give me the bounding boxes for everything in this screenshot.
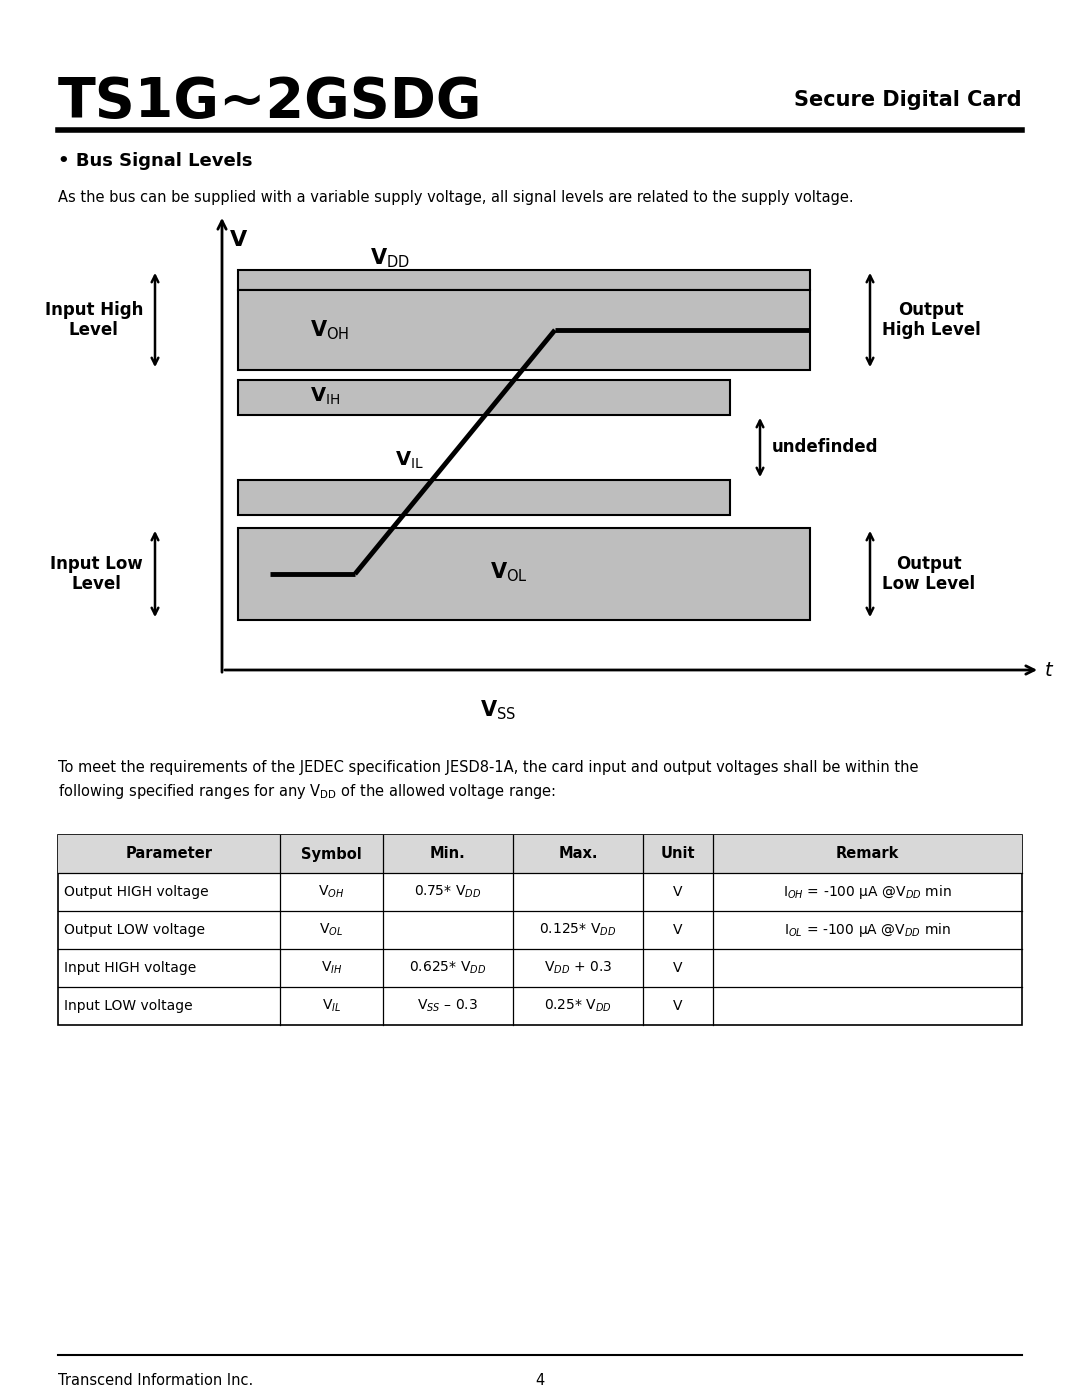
Text: 0.75* V$_{DD}$: 0.75* V$_{DD}$ <box>415 884 482 900</box>
Text: V: V <box>673 923 683 937</box>
Text: Remark: Remark <box>836 847 900 862</box>
Text: V$_{\mathsf{OH}}$: V$_{\mathsf{OH}}$ <box>310 319 349 342</box>
Text: V$_{\mathsf{DD}}$: V$_{\mathsf{DD}}$ <box>370 246 410 270</box>
Text: Max.: Max. <box>558 847 597 862</box>
Bar <box>238 528 810 620</box>
Text: Input Low
Level: Input Low Level <box>51 555 143 594</box>
Text: Output
Low Level: Output Low Level <box>882 555 975 594</box>
Text: Transcend Information Inc.: Transcend Information Inc. <box>58 1373 253 1389</box>
Text: V$_{SS}$ – 0.3: V$_{SS}$ – 0.3 <box>417 997 478 1014</box>
Text: V: V <box>673 961 683 975</box>
Text: V$_{\mathsf{OL}}$: V$_{\mathsf{OL}}$ <box>490 560 528 584</box>
Text: 0.625* V$_{DD}$: 0.625* V$_{DD}$ <box>409 960 487 977</box>
Text: V$_{\mathsf{IL}}$: V$_{\mathsf{IL}}$ <box>395 450 423 471</box>
Text: Symbol: Symbol <box>301 847 362 862</box>
Text: V$_{IL}$: V$_{IL}$ <box>322 997 341 1014</box>
Text: TS1G~2GSDG: TS1G~2GSDG <box>58 75 483 129</box>
Text: To meet the requirements of the JEDEC specification JESD8-1A, the card input and: To meet the requirements of the JEDEC sp… <box>58 760 918 775</box>
Text: Output HIGH voltage: Output HIGH voltage <box>64 886 208 900</box>
Text: Min.: Min. <box>430 847 465 862</box>
Bar <box>58 835 1022 1025</box>
Text: 4: 4 <box>536 1373 544 1389</box>
Text: Input High
Level: Input High Level <box>44 300 143 339</box>
Text: undefinded: undefinded <box>772 439 878 457</box>
Text: Unit: Unit <box>661 847 696 862</box>
Text: V: V <box>673 999 683 1013</box>
Text: V: V <box>673 886 683 900</box>
Text: Input LOW voltage: Input LOW voltage <box>64 999 192 1013</box>
Text: following specified ranges for any V$_{\mathsf{DD}}$ of the allowed voltage rang: following specified ranges for any V$_{\… <box>58 782 556 800</box>
Text: I$_{OH}$ = -100 μA @V$_{DD}$ min: I$_{OH}$ = -100 μA @V$_{DD}$ min <box>783 883 953 901</box>
Text: Input HIGH voltage: Input HIGH voltage <box>64 961 197 975</box>
Text: 0.25* V$_{DD}$: 0.25* V$_{DD}$ <box>544 997 611 1014</box>
Text: V$_{\mathsf{IH}}$: V$_{\mathsf{IH}}$ <box>310 386 340 407</box>
Bar <box>238 270 810 291</box>
Text: V$_{DD}$ + 0.3: V$_{DD}$ + 0.3 <box>543 960 612 977</box>
Text: V$_{\mathsf{SS}}$: V$_{\mathsf{SS}}$ <box>480 698 516 722</box>
Text: V$_{IH}$: V$_{IH}$ <box>321 960 342 977</box>
Text: V$_{OL}$: V$_{OL}$ <box>320 922 343 939</box>
Text: Parameter: Parameter <box>125 847 213 862</box>
Text: I$_{OL}$ = -100 μA @V$_{DD}$ min: I$_{OL}$ = -100 μA @V$_{DD}$ min <box>784 921 951 939</box>
Text: As the bus can be supplied with a variable supply voltage, all signal levels are: As the bus can be supplied with a variab… <box>58 190 853 205</box>
Bar <box>238 380 730 415</box>
Text: V$_{OH}$: V$_{OH}$ <box>319 884 345 900</box>
Text: 0.125* V$_{DD}$: 0.125* V$_{DD}$ <box>539 922 617 939</box>
Text: • Bus Signal Levels: • Bus Signal Levels <box>58 152 253 170</box>
Bar <box>238 291 810 370</box>
Bar <box>238 481 730 515</box>
Text: Secure Digital Card: Secure Digital Card <box>795 89 1022 110</box>
Bar <box>58 835 1022 873</box>
Text: Output LOW voltage: Output LOW voltage <box>64 923 205 937</box>
Text: t: t <box>1045 661 1053 679</box>
Text: Output
High Level: Output High Level <box>882 300 981 339</box>
Text: V: V <box>230 231 247 250</box>
